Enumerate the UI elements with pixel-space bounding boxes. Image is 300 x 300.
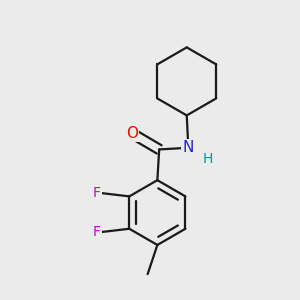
Text: H: H: [202, 152, 213, 166]
Text: O: O: [126, 126, 138, 141]
Text: F: F: [93, 186, 101, 200]
Text: F: F: [93, 225, 101, 239]
Text: N: N: [183, 140, 194, 155]
